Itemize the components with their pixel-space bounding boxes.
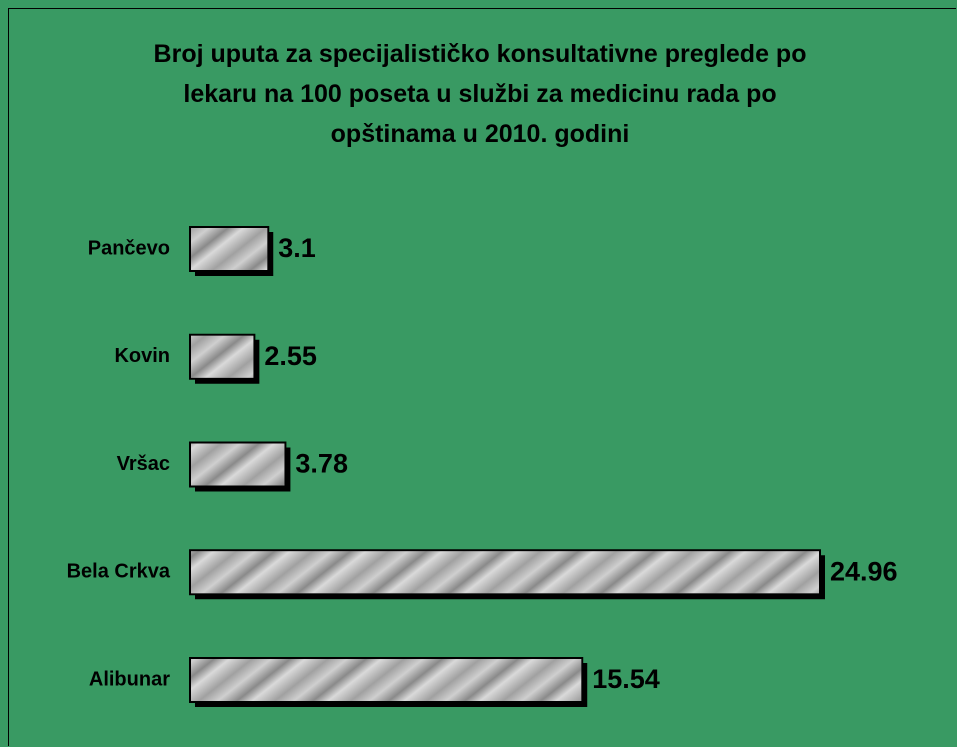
category-label: Alibunar [89,668,170,690]
value-label: 3.1 [278,233,316,263]
category-label: Pančevo [88,237,170,259]
value-label: 2.55 [264,341,317,371]
category-label: Bela Crkva [67,561,171,583]
value-label: 3.78 [295,449,348,479]
value-label: 24.96 [830,556,898,586]
bar-texture [191,335,254,378]
category-label: Vršac [117,453,170,475]
chart-title: Broj uputa za specijalističko konsultati… [153,40,807,148]
category-label: Kovin [114,345,170,367]
bar-texture [191,443,285,486]
bar-texture [191,228,268,270]
bar-texture [191,551,819,594]
frame [8,8,956,746]
bar-texture [191,659,582,701]
value-label: 15.54 [592,664,660,694]
